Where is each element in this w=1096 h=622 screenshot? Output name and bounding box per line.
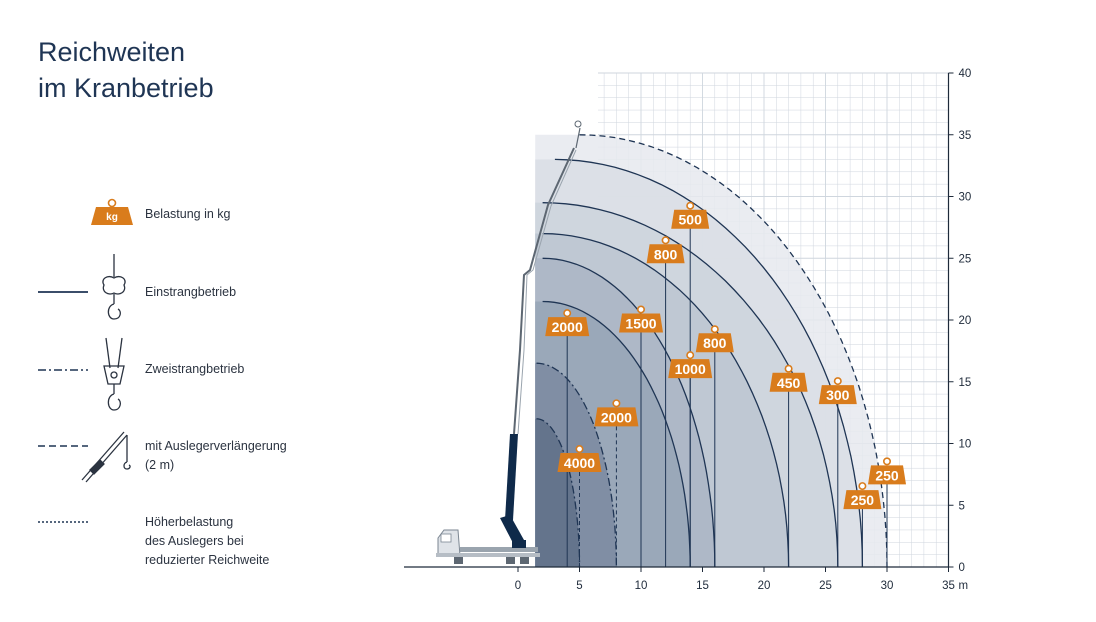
load-marker-ring [661,236,670,245]
load-value: 250 [875,467,899,483]
load-marker-ring [833,377,842,386]
legend-einstrang: Einstrangbetrieb [145,285,237,299]
load-marker: 4000 [557,445,602,473]
load-marker-body [695,333,734,353]
x-tick-label: 15 [696,580,709,592]
load-marker-ring [575,445,584,454]
load-zone [535,418,580,567]
reach-curve [554,158,864,568]
x-tick-label: 30 [881,580,894,592]
legend-ausleger-line-2: (2 m) [145,458,175,472]
load-marker-ring [784,364,793,373]
load-marker-body [818,385,857,405]
load-marker-body [545,317,590,337]
legend-hoeher-line-2: des Auslegers bei [145,534,244,548]
load-value: 4000 [564,455,595,471]
load-value: 450 [777,375,801,391]
drop-lines [566,214,888,567]
load-marker-body [671,209,710,229]
legend-weight-icon-text: kg [106,212,118,223]
load-marker-ring [563,309,572,318]
legend-hoeher-line-3: reduzierter Reichweite [145,553,270,567]
load-marker: 250 [843,482,882,510]
axes: 0 5 10 15 20 25 30 35 m 0 5 10 15 20 25 30 35 40 [404,68,971,592]
load-marker: 2000 [545,309,590,337]
load-marker-body [769,372,808,392]
reach-curve [542,300,691,568]
load-marker: 2000 [594,399,639,427]
x-tick-label: 10 [635,580,648,592]
load-value: 1500 [625,315,656,331]
reach-curves [536,134,888,568]
truck [436,529,540,564]
load-marker-body [646,244,685,264]
legend-ausleger-line-1: mit Auslegerverlängerung [145,439,287,453]
legend-hoeher-line-1: Höherbelastung [145,515,234,529]
load-marker: 300 [818,377,857,405]
legend-weight-icon: kg [91,198,133,225]
y-tick-label: 10 [959,439,972,451]
x-tick-label: 5 [576,580,582,592]
crane-boom [500,120,582,548]
boom-extension-icon [81,431,131,483]
x-tick-label: 35 [942,580,955,592]
load-value: 800 [654,246,678,262]
legend-hoeher: Höherbelastung des Auslegers bei reduzie… [145,513,269,570]
load-marker-ring [858,482,867,491]
load-value: 500 [679,212,703,228]
load-marker-body [594,407,639,427]
title-line-2: im Kranbetrieb [38,73,214,103]
load-marker-ring [710,325,719,334]
y-tick-label: 0 [959,562,965,574]
page-title: Reichweiten im Kranbetrieb [38,34,214,106]
load-markers: 4000 2000 2000 1500 1000 800 450 300 800 500 25025… [545,201,906,510]
load-marker-ring [882,457,891,466]
load-value: 2000 [601,409,632,425]
x-tick-label: 0 [515,580,521,592]
x-tick-label: 20 [758,580,771,592]
single-hook-icon [102,254,126,320]
x-tick-label: 25 [819,580,832,592]
load-marker: 1500 [619,305,663,333]
load-marker-body [843,490,882,510]
reach-curve [579,134,888,568]
load-marker-ring [686,351,695,360]
load-marker-ring [636,305,645,314]
y-tick-label: 5 [959,500,965,512]
load-marker-body [868,465,906,485]
legend-belastung: Belastung in kg [145,207,231,221]
load-marker-body [668,359,713,379]
load-value: 250 [851,492,875,508]
load-marker-ring [686,201,695,210]
load-value: 2000 [552,319,583,335]
y-tick-label: 30 [959,192,972,204]
load-marker: 250 [868,457,906,485]
legend-zweistrang: Zweistrangbetrieb [145,362,245,376]
load-marker: 800 [646,236,685,264]
load-marker: 450 [769,364,808,392]
reach-curve [536,362,618,568]
y-tick-label: 40 [959,68,972,80]
load-marker-body [619,313,663,333]
reach-curve [542,202,839,568]
load-marker: 800 [695,325,734,353]
y-tick-label: 35 [959,130,972,142]
load-value: 1000 [675,361,706,377]
reach-curve [542,257,716,568]
load-marker-ring [612,399,621,408]
load-marker: 500 [671,201,710,229]
load-value: 300 [826,387,850,403]
x-unit-label: m [959,580,969,592]
y-tick-label: 15 [959,377,972,389]
legend-ausleger: mit Auslegerverlängerung (2 m) [145,437,287,475]
double-hook-icon [103,337,125,411]
y-tick-label: 20 [959,315,972,327]
load-marker: 1000 [668,351,713,379]
load-value: 800 [703,335,727,351]
load-marker-body [557,453,602,473]
title-line-1: Reichweiten [38,37,186,67]
y-tick-label: 25 [959,253,972,265]
